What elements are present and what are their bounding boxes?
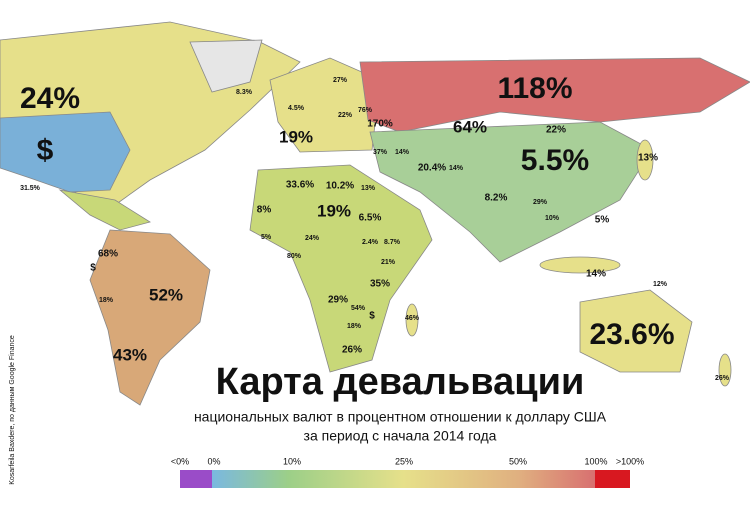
legend-label: 50% xyxy=(509,456,527,466)
label: 4.5% xyxy=(288,105,305,112)
legend-gradient xyxy=(212,470,595,488)
landmasses xyxy=(0,21,750,406)
label: $ xyxy=(369,311,375,322)
label: 22% xyxy=(546,125,566,136)
label: 43% xyxy=(113,345,147,364)
label: 26% xyxy=(715,375,730,382)
asia xyxy=(369,121,653,263)
south-america xyxy=(89,229,211,406)
country-labels: 24% $ 31.5% 8.3% 4.5% 27% 22% 76% 170% 1… xyxy=(20,72,730,382)
label: 29% xyxy=(533,199,548,206)
label: 8.2% xyxy=(485,193,508,204)
label: 10.2% xyxy=(326,181,354,192)
indonesia xyxy=(539,256,621,274)
legend-label: 10% xyxy=(283,456,301,466)
legend-label: >100% xyxy=(616,456,644,466)
label: 68% xyxy=(98,249,118,260)
label: 21% xyxy=(381,259,396,266)
madagascar xyxy=(405,303,419,337)
subtitle-line: за период с начала 2014 года xyxy=(304,428,497,444)
label: 8.3% xyxy=(236,89,253,96)
label: 2.4% xyxy=(362,239,379,246)
label: 22% xyxy=(338,112,353,119)
label: 18% xyxy=(99,297,114,304)
japan xyxy=(636,139,654,181)
label: 52% xyxy=(149,285,183,304)
label: 46% xyxy=(405,315,420,322)
label: 20.4% xyxy=(418,163,446,174)
label: 10% xyxy=(545,215,560,222)
label: 37% xyxy=(373,149,388,156)
europe xyxy=(269,57,381,153)
label: 13% xyxy=(361,185,376,192)
label: 80% xyxy=(287,253,302,260)
label: 5.5% xyxy=(521,144,589,177)
title: Карта девальвации xyxy=(216,361,585,403)
label: $ xyxy=(37,134,54,167)
label: 26% xyxy=(342,345,362,356)
label: 12% xyxy=(653,281,668,288)
label: 5% xyxy=(595,215,610,226)
label: 35% xyxy=(370,279,390,290)
label: 8.7% xyxy=(384,239,401,246)
label: 27% xyxy=(333,77,348,84)
label: 14% xyxy=(395,149,410,156)
legend-label: 100% xyxy=(584,456,607,466)
legend-label: 25% xyxy=(395,456,413,466)
subtitle-line: национальных валют в процентном отношени… xyxy=(194,409,607,425)
label: 76% xyxy=(358,107,373,114)
label: 14% xyxy=(586,269,606,280)
label: 8% xyxy=(257,205,272,216)
central-america xyxy=(58,189,151,231)
greenland xyxy=(189,39,263,93)
label: $ xyxy=(90,263,96,274)
label: 31.5% xyxy=(20,185,41,192)
legend-label: 0% xyxy=(207,456,220,466)
australia xyxy=(579,289,693,373)
label: 6.5% xyxy=(359,213,382,224)
label: 19% xyxy=(279,127,313,146)
label: 24% xyxy=(305,235,320,242)
label: 24% xyxy=(20,82,80,115)
label: 14% xyxy=(449,165,464,172)
legend-label: <0% xyxy=(171,456,189,466)
label: 54% xyxy=(351,305,366,312)
label: 29% xyxy=(328,295,348,306)
label: 13% xyxy=(638,153,658,164)
label: 5% xyxy=(261,234,272,241)
usa xyxy=(0,111,131,193)
label: 19% xyxy=(317,201,351,220)
label: 64% xyxy=(453,117,487,136)
new-zealand xyxy=(718,353,732,387)
legend-swatch xyxy=(595,470,630,488)
source: Kosarfeila Baxdere, по данным Google Fin… xyxy=(9,335,16,485)
africa xyxy=(249,164,433,373)
legend: <0% 0% 10% 25% 50% 100% >100% xyxy=(171,456,644,488)
label: 33.6% xyxy=(286,180,314,191)
label: 23.6% xyxy=(589,318,674,351)
label: 18% xyxy=(347,323,362,330)
label: 170% xyxy=(367,119,393,130)
legend-swatch xyxy=(180,470,212,488)
label: 118% xyxy=(497,72,572,105)
